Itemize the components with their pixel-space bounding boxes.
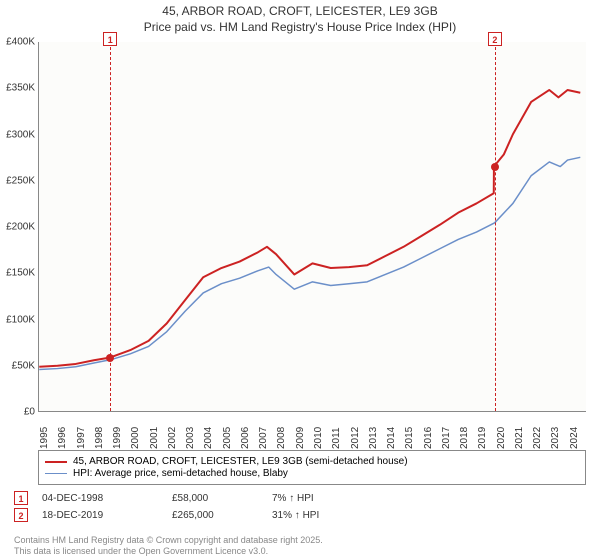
series-line-price_paid <box>39 90 580 367</box>
x-tick-label: 2011 <box>331 419 342 449</box>
x-tick-label: 2004 <box>203 419 214 449</box>
legend-item-hpi: HPI: Average price, semi-detached house,… <box>45 468 579 479</box>
series-line-hpi <box>39 157 580 369</box>
datapoint-date: 04-DEC-1998 <box>42 493 172 504</box>
legend-label-price: 45, ARBOR ROAD, CROFT, LEICESTER, LE9 3G… <box>73 456 408 467</box>
plot-area: £0£50K£100K£150K£200K£250K£300K£350K£400… <box>38 42 586 412</box>
footer-line1: Contains HM Land Registry data © Crown c… <box>14 535 323 546</box>
datapoint-date: 18-DEC-2019 <box>42 510 172 521</box>
x-tick-label: 2022 <box>532 419 543 449</box>
datapoint-table: 1 04-DEC-1998 £58,000 7% ↑ HPI 2 18-DEC-… <box>14 488 586 525</box>
y-tick-label: £300K <box>1 129 35 140</box>
datapoint-price: £58,000 <box>172 493 272 504</box>
x-tick-label: 2021 <box>514 419 525 449</box>
legend-label-hpi: HPI: Average price, semi-detached house,… <box>73 468 288 479</box>
x-tick-label: 2002 <box>167 419 178 449</box>
marker-dot <box>491 163 499 171</box>
y-tick-label: £0 <box>1 407 35 418</box>
x-tick-label: 1995 <box>39 419 50 449</box>
x-tick-label: 1996 <box>57 419 68 449</box>
x-tick-label: 2020 <box>496 419 507 449</box>
datapoint-price: £265,000 <box>172 510 272 521</box>
x-tick-label: 2015 <box>404 419 415 449</box>
x-tick-label: 2018 <box>459 419 470 449</box>
x-tick-label: 2017 <box>441 419 452 449</box>
datapoint-delta: 31% ↑ HPI <box>272 510 372 521</box>
y-tick-label: £50K <box>1 360 35 371</box>
x-tick-label: 2008 <box>276 419 287 449</box>
legend-swatch-hpi <box>45 473 67 474</box>
datapoint-marker: 2 <box>14 508 28 522</box>
marker-dot <box>106 354 114 362</box>
y-tick-label: £250K <box>1 175 35 186</box>
x-tick-label: 2014 <box>386 419 397 449</box>
x-tick-label: 2000 <box>130 419 141 449</box>
x-tick-label: 1998 <box>94 419 105 449</box>
x-tick-label: 2024 <box>569 419 580 449</box>
legend: 45, ARBOR ROAD, CROFT, LEICESTER, LE9 3G… <box>38 450 586 485</box>
datapoint-row: 2 18-DEC-2019 £265,000 31% ↑ HPI <box>14 508 586 522</box>
x-tick-label: 2006 <box>240 419 251 449</box>
marker-box: 2 <box>488 32 502 46</box>
y-tick-label: £350K <box>1 83 35 94</box>
chart-title: 45, ARBOR ROAD, CROFT, LEICESTER, LE9 3G… <box>0 0 600 35</box>
footer: Contains HM Land Registry data © Crown c… <box>14 535 323 557</box>
line-canvas <box>39 42 586 411</box>
marker-vline <box>495 42 496 411</box>
x-tick-label: 2010 <box>313 419 324 449</box>
x-tick-label: 2023 <box>550 419 561 449</box>
x-tick-label: 2013 <box>368 419 379 449</box>
y-tick-label: £400K <box>1 37 35 48</box>
legend-item-price: 45, ARBOR ROAD, CROFT, LEICESTER, LE9 3G… <box>45 456 579 467</box>
x-tick-label: 2009 <box>295 419 306 449</box>
x-tick-label: 2016 <box>423 419 434 449</box>
x-tick-label: 2019 <box>477 419 488 449</box>
x-tick-label: 2003 <box>185 419 196 449</box>
legend-swatch-price <box>45 461 67 463</box>
marker-box: 1 <box>103 32 117 46</box>
x-tick-label: 2001 <box>149 419 160 449</box>
datapoint-delta: 7% ↑ HPI <box>272 493 372 504</box>
title-line1: 45, ARBOR ROAD, CROFT, LEICESTER, LE9 3G… <box>0 4 600 20</box>
x-tick-label: 2005 <box>222 419 233 449</box>
y-tick-label: £200K <box>1 222 35 233</box>
y-tick-label: £100K <box>1 314 35 325</box>
datapoint-row: 1 04-DEC-1998 £58,000 7% ↑ HPI <box>14 491 586 505</box>
x-tick-label: 1997 <box>76 419 87 449</box>
x-tick-label: 1999 <box>112 419 123 449</box>
datapoint-marker: 1 <box>14 491 28 505</box>
footer-line2: This data is licensed under the Open Gov… <box>14 546 323 557</box>
x-tick-label: 2007 <box>258 419 269 449</box>
y-tick-label: £150K <box>1 268 35 279</box>
x-tick-label: 2012 <box>350 419 361 449</box>
chart-container: 45, ARBOR ROAD, CROFT, LEICESTER, LE9 3G… <box>0 0 600 560</box>
title-line2: Price paid vs. HM Land Registry's House … <box>0 20 600 36</box>
